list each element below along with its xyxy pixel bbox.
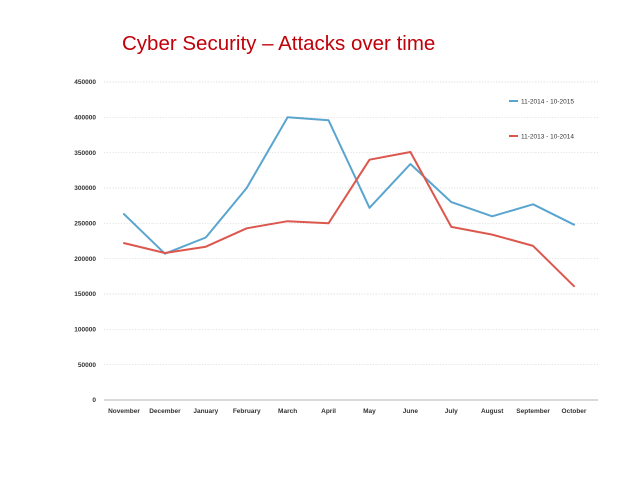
x-tick-label: March (278, 408, 297, 415)
x-tick-label: February (233, 408, 261, 415)
series-lines (123, 116, 575, 288)
x-tick-label: June (403, 408, 419, 415)
y-tick-label: 200000 (74, 256, 96, 263)
y-tick-label: 300000 (74, 185, 96, 192)
x-tick-label: October (562, 408, 587, 415)
legend: 11-2014 - 10-2015 11-2013 - 10-2014 (509, 98, 574, 140)
series-line-1 (123, 116, 575, 255)
x-tick-label: May (363, 408, 376, 415)
legend-label: 11-2013 - 10-2014 (521, 133, 574, 140)
y-tick-label: 50000 (78, 362, 96, 369)
x-tick-label: November (108, 408, 140, 415)
x-tick-label: December (149, 408, 181, 415)
slide-title: Cyber Security – Attacks over time (122, 32, 436, 55)
y-tick-label: 450000 (74, 79, 96, 86)
y-tick-label: 100000 (74, 327, 96, 334)
y-axis-ticks: 0 50000 100000 150000 200000 250000 300000 3500… (74, 79, 96, 404)
y-tick-label: 0 (92, 397, 96, 404)
y-tick-label: 150000 (74, 291, 96, 298)
y-tick-label: 350000 (74, 150, 96, 157)
x-tick-label: August (481, 408, 504, 415)
y-tick-label: 400000 (74, 115, 96, 122)
y-tick-label: 250000 (74, 221, 96, 228)
grid-lines (104, 81, 598, 401)
x-tick-label: April (321, 408, 336, 415)
series-line-2 (123, 151, 575, 288)
legend-label: 11-2014 - 10-2015 (521, 98, 574, 105)
x-axis-ticks: November December January February March Apri… (108, 408, 587, 415)
x-tick-label: January (193, 408, 218, 415)
x-tick-label: September (516, 408, 550, 415)
x-tick-label: July (445, 408, 458, 415)
